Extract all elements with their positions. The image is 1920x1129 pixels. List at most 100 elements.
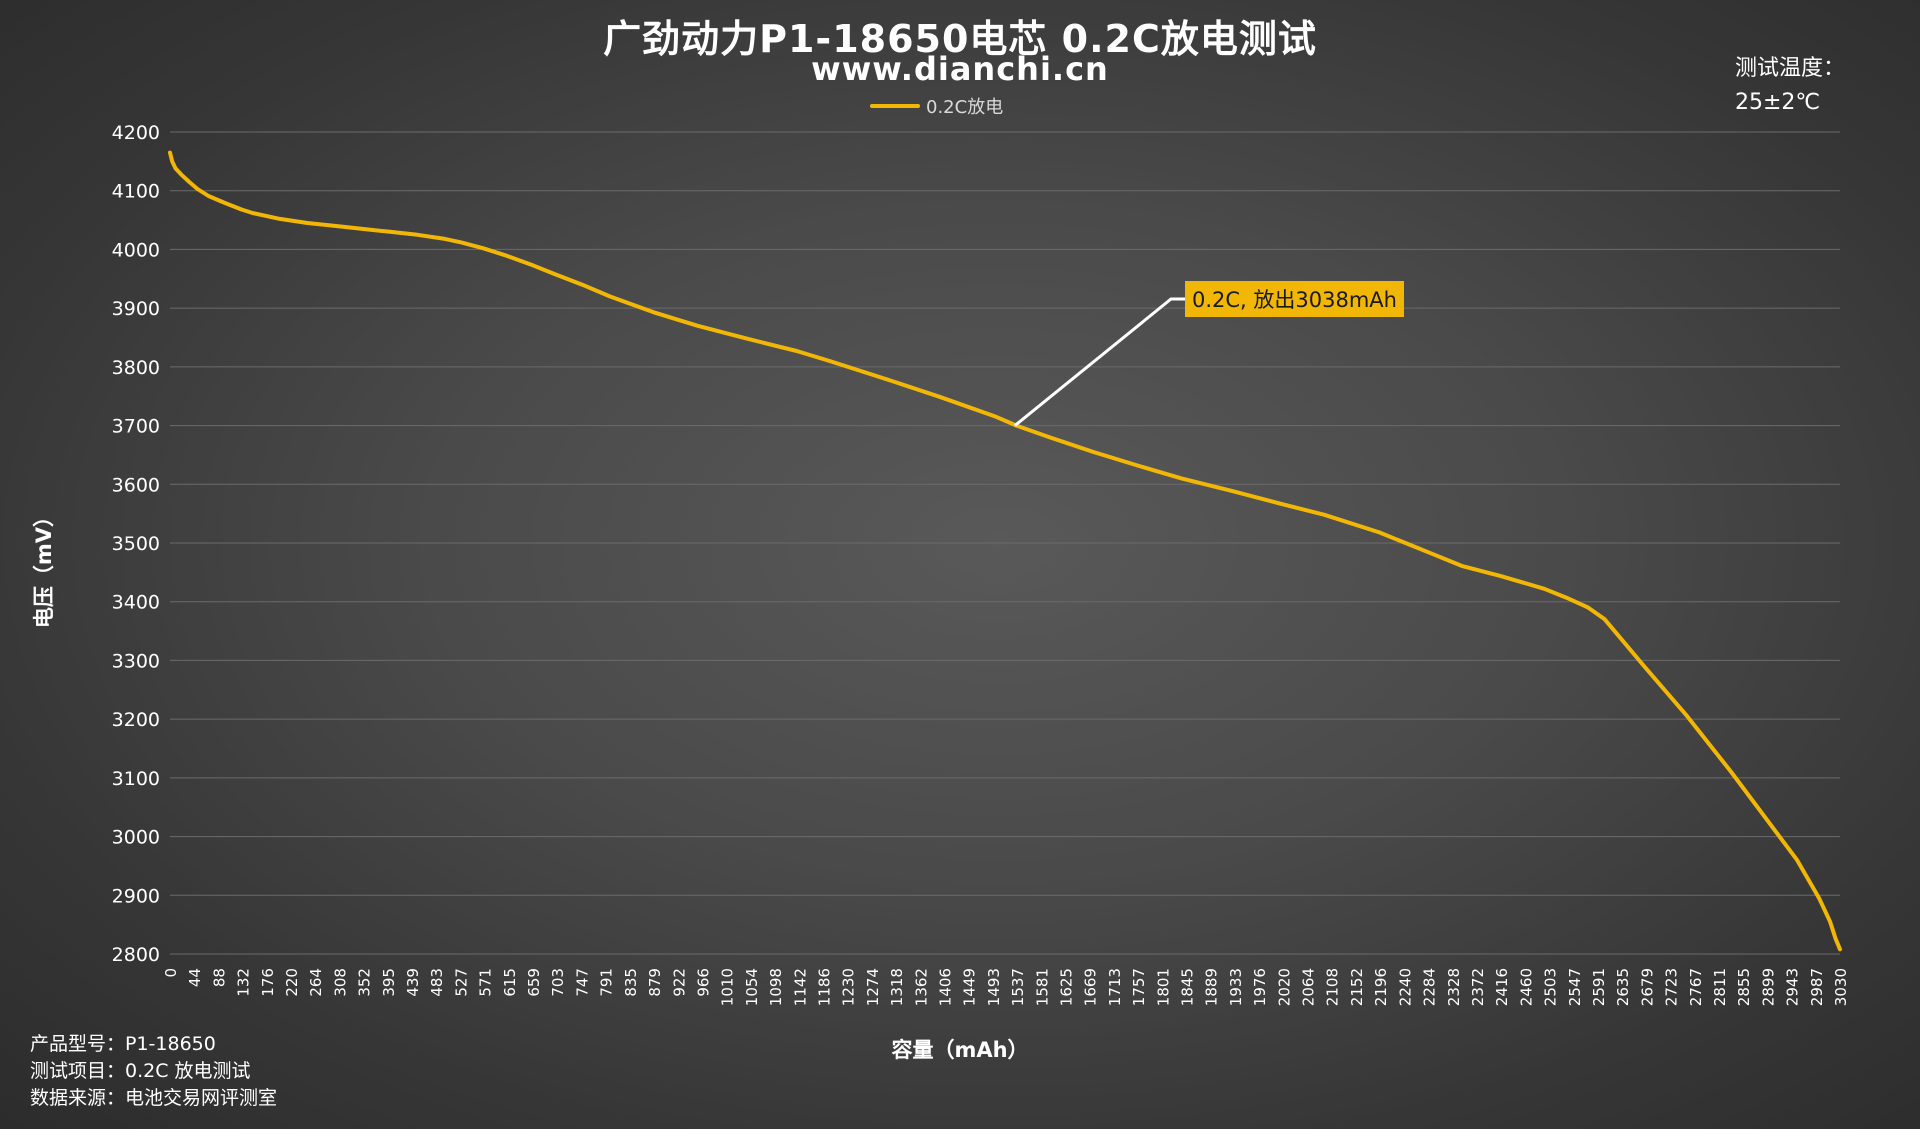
x-tick-label: 2547 (1566, 968, 1584, 1006)
x-tick-label: 2987 (1808, 968, 1826, 1006)
x-tick-label: 1801 (1154, 968, 1172, 1006)
x-tick-label: 1933 (1227, 968, 1245, 1006)
chart-title: 广劲动力P1-18650电芯 0.2C放电测试 (603, 17, 1317, 61)
x-tick-label: 1098 (767, 968, 785, 1006)
legend: 0.2C放电 (870, 93, 1003, 119)
x-tick-label: 2503 (1542, 968, 1560, 1006)
temperature-value: 25±2℃ (1735, 90, 1821, 115)
x-tick-label: 1757 (1130, 968, 1148, 1006)
x-tick-label: 615 (501, 968, 519, 997)
x-tick-label: 2899 (1759, 968, 1777, 1006)
y-tick-label: 3300 (112, 650, 160, 672)
x-tick-label: 88 (210, 968, 228, 987)
x-tick-label: 2372 (1469, 968, 1487, 1006)
x-tick-label: 1537 (1009, 968, 1027, 1006)
y-tick-label: 3500 (112, 533, 160, 555)
x-tick-label: 1669 (1082, 968, 1100, 1006)
x-tick-label: 439 (404, 968, 422, 997)
x-tick-label: 2020 (1275, 968, 1293, 1006)
x-tick-label: 2811 (1711, 968, 1729, 1006)
x-tick-label: 1274 (864, 968, 882, 1006)
x-tick-label: 308 (331, 968, 349, 997)
x-tick-label: 2196 (1372, 968, 1390, 1006)
series-line (168, 150, 1842, 952)
x-tick-label: 1230 (840, 968, 858, 1006)
y-tick-label: 3100 (112, 768, 160, 790)
x-tick-label: 2855 (1735, 968, 1753, 1006)
x-tick-label: 2460 (1517, 968, 1535, 1006)
y-tick-label: 2800 (112, 944, 160, 966)
annotation-callout: 0.2C, 放出3038mAh (1185, 281, 1404, 317)
footer-source: 数据来源：电池交易网评测室 (30, 1087, 278, 1109)
legend-swatch (870, 104, 920, 108)
x-tick-label: 879 (646, 968, 664, 997)
x-tick-label: 2635 (1614, 968, 1632, 1006)
x-tick-label: 659 (525, 968, 543, 997)
y-tick-label: 3800 (112, 357, 160, 379)
x-tick-label: 527 (452, 968, 470, 997)
x-tick-label: 2767 (1687, 968, 1705, 1006)
footer-item: 测试项目：0.2C 放电测试 (30, 1060, 251, 1082)
footer-model: 产品型号：P1-18650 (30, 1033, 216, 1055)
x-tick-label: 571 (477, 968, 495, 997)
x-tick-label: 264 (307, 968, 325, 997)
x-tick-label: 1362 (912, 968, 930, 1006)
y-tick-label: 3700 (112, 416, 160, 438)
x-tick-label: 483 (428, 968, 446, 997)
x-tick-label: 2723 (1663, 968, 1681, 1006)
x-tick-label: 1976 (1251, 968, 1269, 1006)
x-tick-label: 220 (283, 968, 301, 997)
x-tick-label: 922 (670, 968, 688, 997)
x-tick-label: 835 (622, 968, 640, 997)
y-tick-label: 3400 (112, 592, 160, 614)
x-tick-label: 2328 (1445, 968, 1463, 1006)
x-tick-label: 1493 (985, 968, 1003, 1006)
x-tick-label: 1713 (1106, 968, 1124, 1006)
x-tick-label: 1010 (719, 968, 737, 1006)
y-tick-label: 3000 (112, 827, 160, 849)
y-axis-label: 电压（mV） (32, 505, 56, 629)
y-tick-label: 3900 (112, 298, 160, 320)
x-tick-label: 352 (356, 968, 374, 997)
x-tick-label: 1054 (743, 968, 761, 1006)
x-tick-label: 3030 (1832, 968, 1850, 1006)
temperature-label: 测试温度： (1735, 56, 1846, 81)
x-tick-label: 1845 (1179, 968, 1197, 1006)
footer-info: 产品型号：P1-18650 测试项目：0.2C 放电测试 数据来源：电池交易网评… (30, 1031, 277, 1112)
x-tick-label: 703 (549, 968, 567, 997)
y-tick-label: 4200 (112, 122, 160, 144)
x-tick-label: 1186 (815, 968, 833, 1006)
x-tick-label: 2064 (1300, 968, 1318, 1006)
x-tick-label: 747 (573, 968, 591, 997)
y-tick-label: 4000 (112, 239, 160, 261)
x-tick-label: 966 (694, 968, 712, 997)
x-tick-label: 1406 (936, 968, 954, 1006)
x-tick-label: 2416 (1493, 968, 1511, 1006)
x-tick-label: 132 (235, 968, 253, 997)
y-tick-label: 4100 (112, 181, 160, 203)
x-tick-label: 2152 (1348, 968, 1366, 1006)
x-tick-label: 0 (162, 968, 180, 978)
x-tick-label: 176 (259, 968, 277, 997)
x-tick-label: 1449 (961, 968, 979, 1006)
x-tick-label: 2240 (1396, 968, 1414, 1006)
y-tick-label: 3600 (112, 474, 160, 496)
x-tick-label: 2108 (1324, 968, 1342, 1006)
x-tick-label: 2591 (1590, 968, 1608, 1006)
x-tick-label: 44 (186, 968, 204, 987)
chart-subtitle: www.dianchi.cn (811, 50, 1109, 88)
x-axis-label: 容量（mAh） (891, 1038, 1029, 1062)
x-tick-label: 791 (598, 968, 616, 997)
temperature-note: 测试温度： 25±2℃ (1735, 52, 1845, 120)
y-tick-label: 2900 (112, 885, 160, 907)
x-tick-label: 2943 (1784, 968, 1802, 1006)
x-tick-label: 395 (380, 968, 398, 997)
x-tick-label: 1142 (791, 968, 809, 1006)
y-tick-label: 3200 (112, 709, 160, 731)
x-tick-label: 1625 (1058, 968, 1076, 1006)
x-tick-label: 2679 (1638, 968, 1656, 1006)
x-tick-label: 2284 (1421, 968, 1439, 1006)
legend-label: 0.2C放电 (926, 97, 1004, 118)
x-tick-label: 1889 (1203, 968, 1221, 1006)
